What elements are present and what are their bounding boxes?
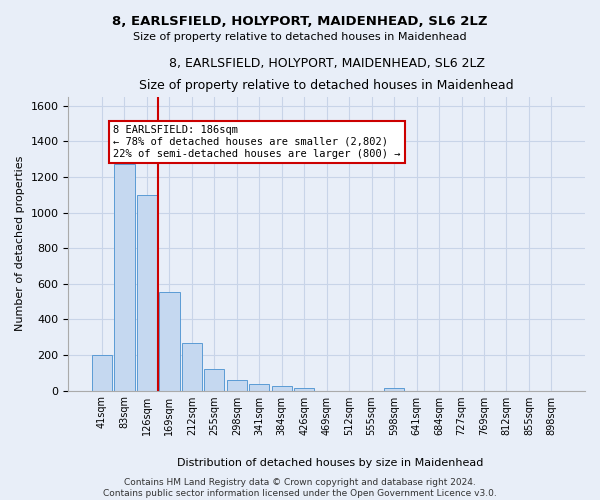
Bar <box>227 380 247 390</box>
Bar <box>182 342 202 390</box>
Bar <box>272 386 292 390</box>
Y-axis label: Number of detached properties: Number of detached properties <box>15 156 25 332</box>
Bar <box>204 370 224 390</box>
Bar <box>137 195 157 390</box>
Text: Distribution of detached houses by size in Maidenhead: Distribution of detached houses by size … <box>177 458 483 468</box>
Bar <box>384 388 404 390</box>
Bar <box>159 292 179 390</box>
Bar <box>294 388 314 390</box>
Title: 8, EARLSFIELD, HOLYPORT, MAIDENHEAD, SL6 2LZ
Size of property relative to detach: 8, EARLSFIELD, HOLYPORT, MAIDENHEAD, SL6… <box>139 58 514 92</box>
Text: Contains HM Land Registry data © Crown copyright and database right 2024.
Contai: Contains HM Land Registry data © Crown c… <box>103 478 497 498</box>
Bar <box>115 164 134 390</box>
Text: Size of property relative to detached houses in Maidenhead: Size of property relative to detached ho… <box>133 32 467 42</box>
Text: 8, EARLSFIELD, HOLYPORT, MAIDENHEAD, SL6 2LZ: 8, EARLSFIELD, HOLYPORT, MAIDENHEAD, SL6… <box>112 15 488 28</box>
Bar <box>92 355 112 390</box>
Bar <box>249 384 269 390</box>
Text: 8 EARLSFIELD: 186sqm
← 78% of detached houses are smaller (2,802)
22% of semi-de: 8 EARLSFIELD: 186sqm ← 78% of detached h… <box>113 126 401 158</box>
